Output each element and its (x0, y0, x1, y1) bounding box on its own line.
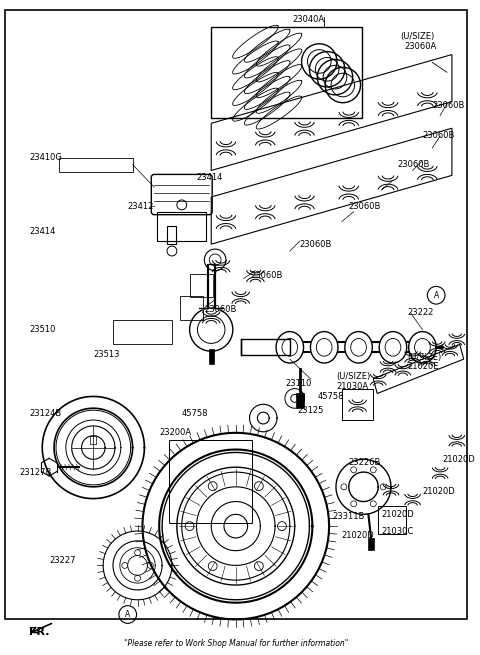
Text: 45758: 45758 (317, 392, 344, 401)
Text: 23226B: 23226B (349, 458, 381, 467)
Bar (190, 274, 213, 297)
Text: A: A (125, 610, 131, 619)
Bar (296, 394, 303, 408)
Text: 23410G: 23410G (29, 153, 62, 162)
Text: 23513: 23513 (93, 350, 120, 359)
Bar (209, 349, 214, 364)
Bar (378, 506, 406, 534)
Text: 23510: 23510 (29, 325, 56, 334)
Text: 21020E: 21020E (408, 362, 439, 371)
Bar (240, 339, 290, 355)
Text: 23200A: 23200A (159, 428, 191, 438)
Text: 21020D: 21020D (442, 455, 475, 464)
Bar (59, 158, 132, 172)
Bar (211, 27, 361, 119)
Text: 21020D: 21020D (422, 487, 455, 496)
Bar (167, 227, 176, 244)
Text: 45758: 45758 (182, 409, 208, 418)
Text: 23125: 23125 (298, 405, 324, 415)
Text: 21020D: 21020D (381, 510, 414, 519)
Text: "Please refer to Work Shop Manual for further information": "Please refer to Work Shop Manual for fu… (124, 639, 348, 648)
Text: 21030C: 21030C (381, 527, 413, 536)
Bar (368, 538, 374, 550)
Text: 23060B: 23060B (251, 271, 283, 280)
Bar (180, 296, 204, 320)
Text: 23060B: 23060B (204, 305, 237, 314)
Text: 23040A: 23040A (293, 14, 325, 24)
Text: A: A (433, 291, 439, 300)
Text: 23311B: 23311B (332, 512, 364, 521)
Text: 23060B: 23060B (432, 101, 465, 110)
Text: FR.: FR. (29, 627, 50, 637)
Text: 23127B: 23127B (20, 468, 52, 477)
Text: 23060B: 23060B (300, 240, 332, 249)
Text: 23412: 23412 (128, 202, 154, 212)
Text: (U/SIZE): (U/SIZE) (408, 352, 442, 362)
Bar (113, 320, 172, 345)
Bar (342, 388, 373, 420)
Text: 23060B: 23060B (349, 202, 381, 212)
Text: 21030A: 21030A (336, 382, 368, 391)
Text: 21020D: 21020D (342, 531, 374, 540)
Text: 23414: 23414 (196, 173, 223, 182)
Bar (157, 212, 206, 241)
Bar (169, 440, 252, 523)
Text: 23124B: 23124B (29, 409, 62, 418)
Bar (90, 436, 96, 443)
Text: 23060A: 23060A (405, 42, 437, 51)
Text: 23222: 23222 (408, 309, 434, 318)
Polygon shape (199, 264, 223, 308)
Text: (U/SIZE): (U/SIZE) (400, 32, 434, 41)
Text: 23227: 23227 (49, 556, 76, 565)
Text: (U/SIZE): (U/SIZE) (336, 372, 370, 381)
Text: 23110: 23110 (285, 379, 311, 388)
Text: 23060B: 23060B (398, 160, 430, 169)
Text: 23414: 23414 (29, 227, 56, 236)
Text: 23060B: 23060B (422, 130, 455, 140)
